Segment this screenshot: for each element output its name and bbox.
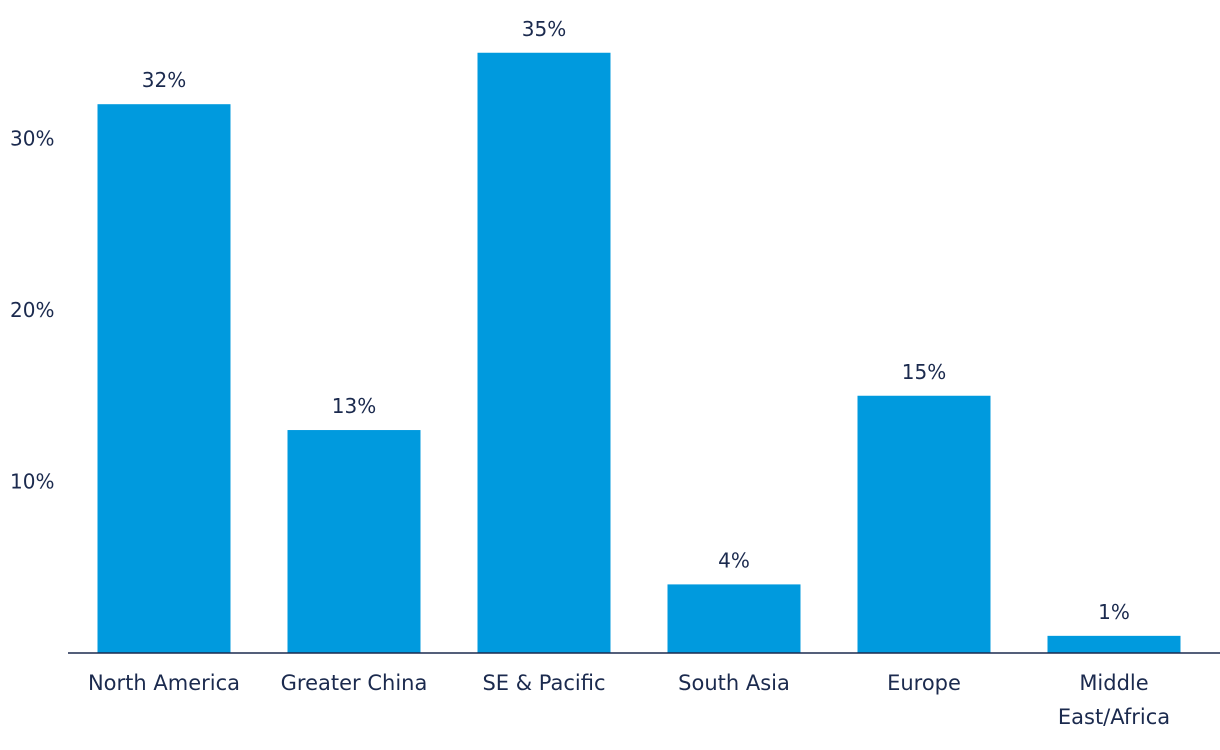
data-label: 1% (1098, 600, 1130, 624)
bar (477, 52, 611, 653)
data-label: 4% (718, 548, 750, 572)
x-tick-label: Europe (887, 671, 961, 695)
data-label: 35% (522, 17, 566, 41)
bar (667, 584, 801, 653)
y-tick-label: 10% (10, 470, 54, 494)
x-tick-label-line: East/Africa (1058, 705, 1170, 729)
x-tick-label: South Asia (678, 671, 790, 695)
y-tick-label: 30% (10, 127, 54, 151)
x-tick-label: Middle East/Africa (1058, 671, 1170, 729)
data-label: 13% (332, 394, 376, 418)
y-tick-label: 20% (10, 298, 54, 322)
x-tick-label-line: SE & Pacific (482, 671, 605, 695)
x-tick-label: Greater China (281, 671, 428, 695)
bar (287, 430, 421, 653)
x-tick-label-line: Middle (1079, 671, 1148, 695)
data-label: 32% (142, 68, 186, 92)
x-tick-label-line: North America (88, 671, 240, 695)
x-tick-label-line: South Asia (678, 671, 790, 695)
bar (1047, 635, 1181, 653)
bar (97, 104, 231, 653)
data-label: 15% (902, 360, 946, 384)
bar (857, 395, 991, 653)
x-tick-label: North America (88, 671, 240, 695)
x-tick-label-line: Europe (887, 671, 961, 695)
x-tick-label-line: Greater China (281, 671, 428, 695)
x-tick-label: SE & Pacific (482, 671, 605, 695)
